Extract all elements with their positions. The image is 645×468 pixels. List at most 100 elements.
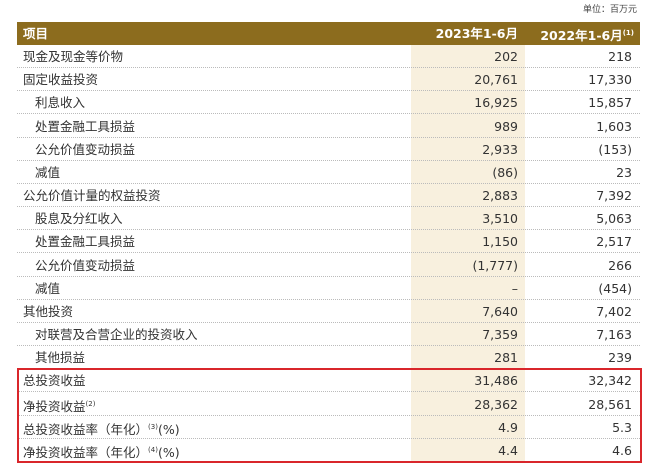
header-col2-text: 2022年1-6月 bbox=[540, 28, 623, 43]
label-text: 现金及现金等价物 bbox=[23, 49, 124, 64]
value-2022: 17,330 bbox=[588, 72, 632, 88]
value-2022: 7,402 bbox=[596, 303, 632, 319]
row-label: 利息收入 bbox=[35, 91, 85, 114]
row-label: 处置金融工具损益 bbox=[35, 230, 135, 253]
value-2023: 16,925 bbox=[474, 95, 518, 111]
table-row: 公允价值变动损益 (1,777) 266 bbox=[17, 254, 640, 277]
value-2023: 31,486 bbox=[474, 373, 518, 389]
value-2022: 239 bbox=[608, 350, 632, 366]
value-2022: 2,517 bbox=[596, 234, 632, 250]
value-2023: 281 bbox=[494, 350, 518, 366]
footnote-mark: (3) bbox=[148, 422, 158, 431]
table-header: 项目 2023年1-6月 2022年1-6月(1) bbox=[17, 22, 640, 45]
table-row: 净投资收益(2) 28,362 28,561 bbox=[17, 393, 640, 416]
label-text: 总投资收益 bbox=[23, 373, 86, 389]
label-suffix: (%) bbox=[157, 421, 180, 437]
row-label: 净投资收益率（年化）(4)(%) bbox=[23, 439, 180, 464]
row-label: 减值 bbox=[35, 277, 60, 300]
label-text: 公允价值变动损益 bbox=[35, 257, 136, 273]
row-label: 净投资收益(2) bbox=[23, 393, 95, 418]
value-2022: (454) bbox=[598, 280, 632, 296]
row-label: 公允价值变动损益 bbox=[35, 138, 135, 161]
footnote-mark: (2) bbox=[85, 399, 96, 408]
table-row: 总投资收益 31,486 32,342 bbox=[17, 369, 640, 393]
table-row: 其他投资 7,640 7,402 bbox=[17, 300, 640, 323]
value-2023: (86) bbox=[492, 164, 518, 180]
value-2023: (1,777) bbox=[472, 257, 518, 273]
value-2022: 32,342 bbox=[588, 373, 632, 389]
label-text: 减值 bbox=[35, 164, 61, 180]
value-2022: 5,063 bbox=[596, 211, 632, 227]
value-2023: 4.9 bbox=[498, 419, 518, 435]
value-2022: 7,163 bbox=[596, 327, 632, 343]
table-row: 减值 (86) 23 bbox=[17, 161, 640, 184]
label-suffix: (%) bbox=[157, 444, 180, 460]
row-label: 总投资收益 bbox=[23, 369, 86, 392]
label-text: 其他投资 bbox=[23, 303, 74, 319]
unit-label: 单位：百万元 bbox=[582, 5, 637, 15]
row-label: 减值 bbox=[35, 161, 60, 184]
table-row: 现金及现金等价物 202 218 bbox=[17, 45, 640, 68]
value-2022: 5.3 bbox=[612, 419, 632, 435]
header-item: 项目 bbox=[23, 26, 49, 41]
value-2022: 28,561 bbox=[588, 396, 632, 412]
value-2023: 20,761 bbox=[474, 72, 518, 88]
value-2023: 7,359 bbox=[482, 327, 518, 343]
row-label: 其他损益 bbox=[35, 346, 85, 369]
value-2023: 202 bbox=[494, 49, 518, 64]
row-label: 公允价值计量的权益投资 bbox=[23, 184, 161, 207]
row-label: 固定收益投资 bbox=[23, 68, 98, 91]
row-label: 股息及分红收入 bbox=[35, 207, 123, 230]
label-text: 固定收益投资 bbox=[23, 72, 99, 88]
row-label: 总投资收益率（年化）(3)(%) bbox=[23, 416, 180, 441]
label-text: 处置金融工具损益 bbox=[35, 118, 136, 134]
label-text: 总投资收益率（年化） bbox=[23, 421, 149, 437]
label-text: 减值 bbox=[35, 280, 61, 296]
label-text: 利息收入 bbox=[35, 95, 86, 111]
row-label: 处置金融工具损益 bbox=[35, 115, 135, 138]
highlight-box bbox=[17, 368, 642, 464]
table-row: 固定收益投资 20,761 17,330 bbox=[17, 68, 640, 92]
value-2023: 28,362 bbox=[474, 396, 518, 412]
value-2023: 4.4 bbox=[498, 442, 518, 458]
label-text: 公允价值计量的权益投资 bbox=[23, 188, 161, 204]
value-2023: 2,883 bbox=[482, 188, 518, 204]
label-text: 净投资收益率（年化） bbox=[23, 444, 149, 460]
header-col2: 2022年1-6月(1) bbox=[540, 22, 634, 47]
label-text: 公允价值变动损益 bbox=[35, 141, 136, 157]
value-2022: 4.6 bbox=[612, 442, 632, 458]
label-text: 净投资收益 bbox=[23, 398, 86, 414]
table-row: 利息收入 16,925 15,857 bbox=[17, 91, 640, 115]
table-row: 总投资收益率（年化）(3)(%) 4.9 5.3 bbox=[17, 416, 640, 439]
label-text: 对联营及合营企业的投资收入 bbox=[35, 327, 198, 343]
header-col1: 2023年1-6月 bbox=[435, 26, 518, 41]
table-row: 对联营及合营企业的投资收入 7,359 7,163 bbox=[17, 323, 640, 347]
footnote-mark: (1) bbox=[622, 29, 634, 37]
value-2022: 15,857 bbox=[588, 95, 632, 111]
table-row: 其他损益 281 239 bbox=[17, 346, 640, 370]
table-row: 处置金融工具损益 1,150 2,517 bbox=[17, 230, 640, 254]
value-2023: 989 bbox=[494, 118, 518, 134]
value-2023: 3,510 bbox=[482, 211, 518, 227]
label-text: 处置金融工具损益 bbox=[35, 234, 136, 250]
value-2022: 218 bbox=[608, 49, 632, 64]
row-label: 公允价值变动损益 bbox=[35, 254, 135, 277]
value-2022: 23 bbox=[616, 164, 632, 180]
value-2023: 2,933 bbox=[482, 141, 518, 157]
label-text: 股息及分红收入 bbox=[35, 211, 123, 227]
row-label: 其他投资 bbox=[23, 300, 73, 323]
label-text: 其他损益 bbox=[35, 350, 86, 366]
table-row: 处置金融工具损益 989 1,603 bbox=[17, 115, 640, 138]
table-row: 股息及分红收入 3,510 5,063 bbox=[17, 207, 640, 231]
value-2022: 1,603 bbox=[596, 118, 632, 134]
table-row: 公允价值变动损益 2,933 (153) bbox=[17, 138, 640, 161]
value-2022: 7,392 bbox=[596, 188, 632, 204]
table-row: 减值 – (454) bbox=[17, 277, 640, 300]
footnote-mark: (4) bbox=[148, 445, 158, 454]
column-shade bbox=[411, 45, 525, 462]
value-2023: – bbox=[511, 280, 518, 296]
row-label: 对联营及合营企业的投资收入 bbox=[35, 323, 198, 346]
value-2022: (153) bbox=[598, 141, 632, 157]
value-2023: 7,640 bbox=[482, 303, 518, 319]
